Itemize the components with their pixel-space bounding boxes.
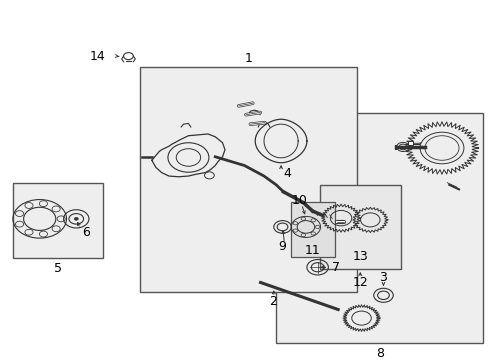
Bar — [276, 113, 483, 343]
Bar — [13, 183, 103, 258]
Text: 2: 2 — [268, 295, 276, 308]
Text: 12: 12 — [352, 276, 367, 289]
Text: 3: 3 — [379, 271, 386, 284]
Text: 5: 5 — [54, 262, 62, 275]
Text: 13: 13 — [352, 250, 367, 263]
Bar — [320, 185, 400, 269]
Text: 1: 1 — [244, 52, 252, 65]
Text: 10: 10 — [290, 194, 306, 207]
Text: 6: 6 — [82, 226, 90, 239]
Bar — [407, 141, 412, 145]
Text: 9: 9 — [278, 240, 286, 253]
Text: 7: 7 — [331, 261, 340, 274]
Text: 4: 4 — [283, 167, 291, 180]
Bar — [140, 67, 356, 292]
Circle shape — [74, 217, 78, 220]
Text: 14: 14 — [90, 50, 105, 63]
Bar — [290, 202, 334, 257]
Text: 8: 8 — [375, 347, 383, 360]
Text: 11: 11 — [304, 244, 320, 257]
